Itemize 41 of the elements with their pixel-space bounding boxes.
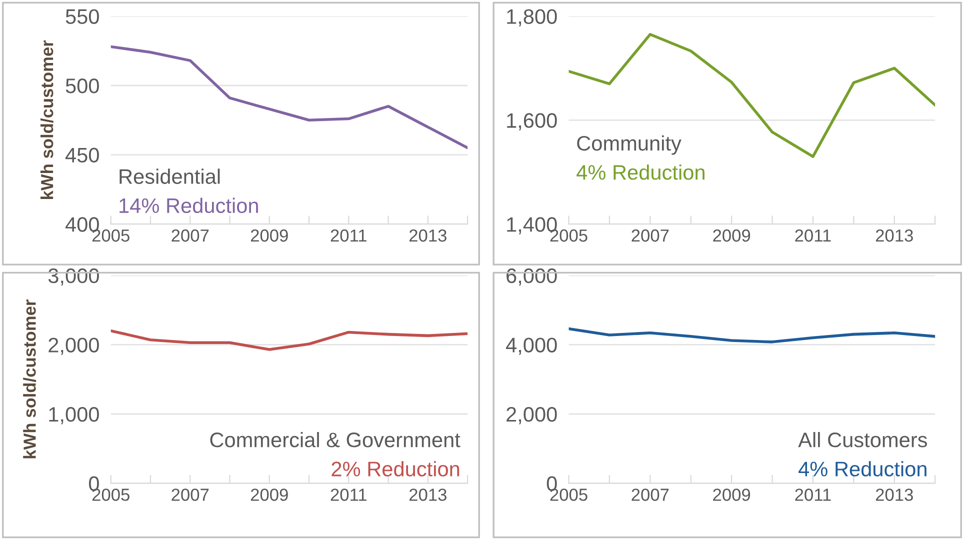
y-tick-label: 1,000 <box>49 407 99 424</box>
x-tick-label: 2011 <box>330 488 366 501</box>
x-tick-label: 2011 <box>795 229 831 242</box>
x-tick-label: 2013 <box>876 488 913 501</box>
y-tick-label: 450 <box>65 148 99 163</box>
y-tick-label: 1,600 <box>507 113 557 130</box>
x-tick-label: 2005 <box>550 488 588 501</box>
x-tick-label: 2007 <box>172 229 209 242</box>
x-tick-label: 2007 <box>632 488 669 501</box>
y-tick-label: 4,000 <box>506 338 557 355</box>
annotation: All Customers <box>798 432 928 448</box>
x-tick-label: 2009 <box>713 229 750 242</box>
y-tick-label: 1,800 <box>507 9 557 26</box>
line-series <box>110 45 468 150</box>
x-tick-label: 2009 <box>250 488 288 501</box>
x-tick-label: 2013 <box>409 229 446 242</box>
x-tick-label: 2009 <box>250 229 288 242</box>
y-tick-label: 2,000 <box>48 338 99 355</box>
line-series <box>568 33 936 158</box>
x-tick-label: 2007 <box>632 229 669 242</box>
annotation: Community <box>577 135 682 155</box>
y-axis-title: kWh sold/customer <box>23 300 36 458</box>
line-series <box>568 327 936 344</box>
x-tick-label: 2013 <box>409 488 446 501</box>
x-tick-label: 2007 <box>172 488 209 501</box>
y-tick-label: 500 <box>66 78 99 94</box>
x-tick-label: 2013 <box>876 229 913 242</box>
y-tick-label: 550 <box>66 9 99 24</box>
x-tick-label: 2011 <box>330 229 366 242</box>
annotation: 2% Reduction <box>332 461 460 476</box>
x-tick-label: 2011 <box>795 488 831 501</box>
annotation: 4% Reduction <box>576 164 704 180</box>
y-axis-title: kWh sold/customer <box>40 40 54 199</box>
x-tick-label: 2009 <box>713 488 750 501</box>
annotation: 14% Reduction <box>120 198 258 214</box>
x-tick-label: 2005 <box>92 488 130 501</box>
line-series <box>110 329 468 351</box>
annotation: Commercial & Government <box>210 432 460 448</box>
y-tick-label: 2,000 <box>506 407 557 424</box>
annotation: Residential <box>120 168 220 184</box>
annotation: 4% Reduction <box>798 461 926 476</box>
